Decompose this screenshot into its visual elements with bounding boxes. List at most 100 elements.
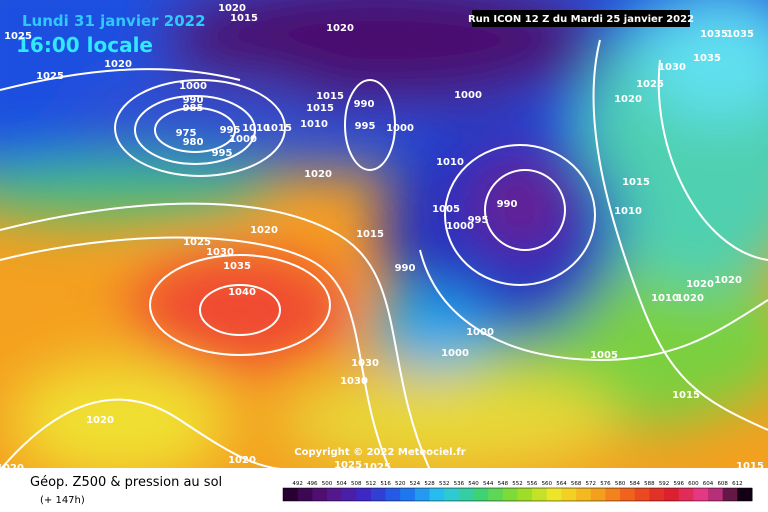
scale-swatch [326, 488, 343, 501]
scale-label: 520 [395, 481, 406, 487]
scale-label: 544 [483, 481, 494, 487]
scale-swatch [429, 488, 445, 501]
scale-label: 600 [688, 481, 699, 487]
isobar-label: 1020 [676, 293, 704, 304]
run-text: Run ICON 12 Z du Mardi 25 janvier 2022 [468, 14, 694, 25]
scale-label: 492 [292, 481, 303, 487]
scale-swatch [693, 488, 709, 501]
isobar-label: 1000 [446, 221, 474, 232]
scale-label: 568 [571, 481, 582, 487]
isobar-label: 1015 [736, 461, 764, 472]
scale-swatch [664, 488, 680, 501]
scale-label: 540 [468, 481, 479, 487]
isobar-label: 1020 [0, 463, 24, 474]
isobar-label: 975 [176, 128, 197, 139]
isobar-label: 1010 [300, 119, 328, 130]
isobar-label: 1035 [700, 29, 728, 40]
isobar-label: 1015 [356, 229, 384, 240]
isobar-labels: 1020101510201025102010251000990985975980… [0, 3, 764, 474]
isobar-label: 1000 [179, 81, 207, 92]
run-box [472, 10, 690, 27]
isobar-label: 1010 [436, 157, 464, 168]
scale-swatch [649, 488, 665, 501]
isobar-label: 1025 [636, 79, 664, 90]
scale-swatch [400, 488, 416, 501]
isobar-label: 1015 [672, 390, 700, 401]
isobar-label: 1025 [36, 71, 64, 82]
isobar-label: 1025 [183, 237, 211, 248]
isobar-label: 1005 [590, 350, 618, 361]
scale-swatch [605, 488, 621, 501]
scale-swatch [576, 488, 592, 501]
isobar-label: 1020 [218, 3, 246, 14]
isobar-label: 1020 [250, 225, 278, 236]
scale-swatch [634, 488, 650, 501]
scale-swatch [590, 488, 606, 501]
scale-swatch [444, 488, 460, 501]
isobar-label: 995 [468, 215, 489, 226]
scale-swatch [473, 488, 489, 501]
scale-label: 584 [630, 481, 641, 487]
isobar-label: 1025 [363, 462, 391, 473]
scale-swatch [502, 488, 518, 501]
scale-label: 612 [732, 481, 743, 487]
isobar-label: 1000 [441, 348, 469, 359]
scale-swatch [517, 488, 533, 501]
scale-label: 524 [410, 481, 421, 487]
scale-swatch [356, 488, 372, 501]
isobar-label: 1040 [228, 287, 256, 298]
isobar-label: 1015 [316, 91, 344, 102]
scale-label: 504 [336, 481, 347, 487]
isobar-label: 1030 [658, 62, 686, 73]
scale-swatch [532, 488, 548, 501]
scale-label: 580 [615, 481, 626, 487]
isobar-label: 1020 [326, 23, 354, 34]
isobar-label: 1015 [264, 123, 292, 134]
isobar-label: 1020 [104, 59, 132, 70]
isobar-label: 1020 [304, 169, 332, 180]
scale-swatch [312, 488, 328, 501]
scale-label: 560 [542, 481, 553, 487]
scale-label: 532 [439, 481, 450, 487]
scale-swatch [283, 488, 299, 501]
scale-label: 528 [424, 481, 435, 487]
isobar-label: 1025 [4, 31, 32, 42]
isobar-label: 1035 [693, 53, 721, 64]
scale-label: 496 [307, 481, 318, 487]
isobar-label: 1035 [223, 261, 251, 272]
scale-label: 596 [673, 481, 684, 487]
isobar-label: 1020 [686, 279, 714, 290]
isobar-label: 1020 [614, 94, 642, 105]
scale-frame [282, 487, 753, 502]
scale-swatch [297, 488, 313, 501]
isobar-label: 1010 [651, 293, 679, 304]
scale-label: 500 [322, 481, 333, 487]
isobar-label: 1000 [466, 327, 494, 338]
copyright: Copyright © 2022 Meteociel.fr [294, 447, 465, 458]
map-field [0, 0, 768, 468]
scale-label: 548 [498, 481, 509, 487]
isobar-label: 990 [497, 199, 518, 210]
scale-swatch [341, 488, 357, 501]
scale-label: 552 [512, 481, 523, 487]
scale-label: 572 [586, 481, 597, 487]
isobar-label: 1015 [622, 177, 650, 188]
isobar-label: 1010 [614, 206, 642, 217]
isobar-label: 1020 [86, 415, 114, 426]
scale-swatch [708, 488, 724, 501]
isobar-label: 1010 [242, 123, 270, 134]
scale-label: 516 [380, 481, 391, 487]
isobar-label: 1030 [351, 358, 379, 369]
scale-label: 576 [600, 481, 611, 487]
date: Lundi 31 janvier 2022 [22, 12, 206, 30]
scale-swatch [414, 488, 431, 501]
footer-subtitle: (+ 147h) [40, 495, 85, 506]
isobar-label: 1035 [726, 29, 754, 40]
isobar-label: 1025 [334, 460, 362, 471]
scale-swatch [385, 488, 401, 501]
scale-label: 604 [703, 481, 714, 487]
scale-label: 536 [454, 481, 465, 487]
scale-label: 588 [644, 481, 655, 487]
scale-swatch [722, 488, 738, 501]
isobar-label: 995 [355, 121, 376, 132]
